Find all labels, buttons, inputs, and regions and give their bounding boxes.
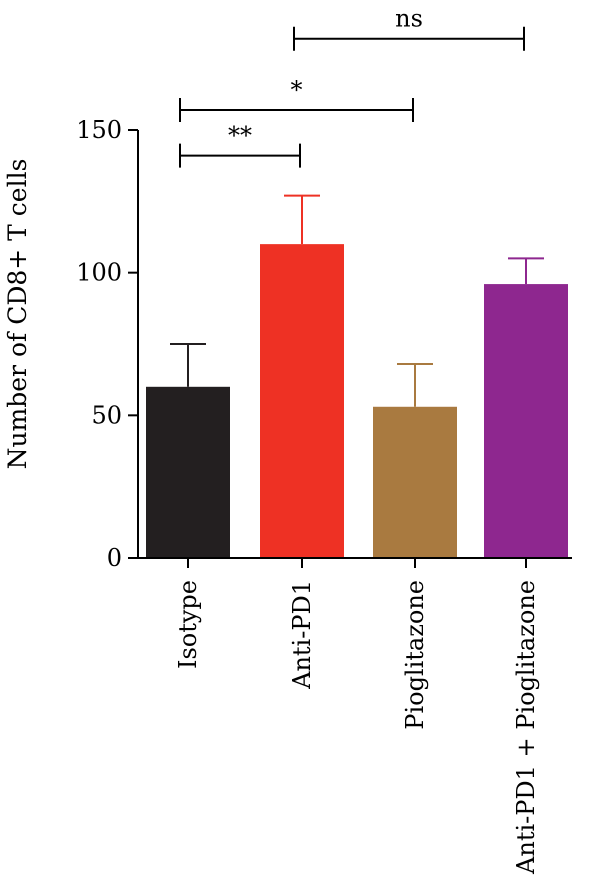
x-category-label: Anti-PD1 — [288, 580, 316, 690]
y-tick-label: 150 — [76, 116, 122, 144]
significance-bracket — [179, 143, 301, 168]
bar — [260, 244, 344, 558]
y-tick-label: 50 — [91, 401, 122, 429]
significance-bracket — [293, 26, 525, 51]
significance-label: * — [291, 76, 303, 104]
y-tick-label: 0 — [107, 544, 122, 572]
significance-label: ns — [395, 5, 423, 33]
y-axis-label: Number of CD8+ T cells — [3, 159, 32, 470]
significance-group: ***ns — [179, 5, 525, 168]
axes-group — [137, 130, 572, 559]
bar — [146, 386, 230, 558]
significance-label: ** — [228, 122, 252, 150]
bar — [484, 284, 568, 558]
x-category-label: Anti-PD1 + Pioglitazone — [512, 580, 540, 875]
y-tick-label: 100 — [76, 259, 122, 287]
y-ticks-group: 0 50 100 150 — [76, 116, 138, 572]
bars-group — [146, 244, 568, 558]
significance-bracket — [179, 98, 414, 123]
x-labels-group: Isotype Anti-PD1 Pioglitazone Anti-PD1 + Pi… — [174, 558, 540, 875]
x-category-label: Isotype — [174, 580, 202, 669]
bar — [373, 406, 457, 558]
x-category-label: Pioglitazone — [401, 580, 429, 730]
error-bars-group — [170, 194, 544, 407]
